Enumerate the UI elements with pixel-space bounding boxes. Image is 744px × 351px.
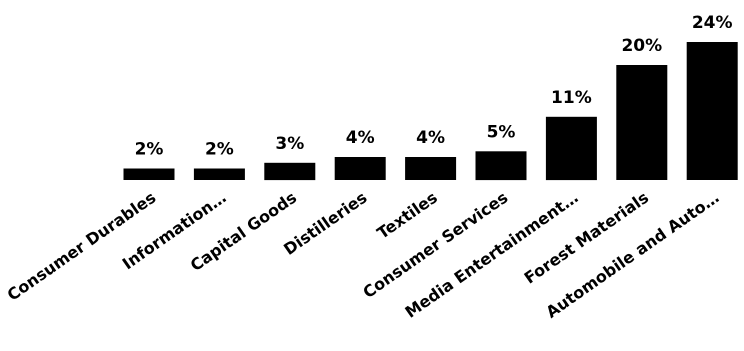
category-label-4: Textiles bbox=[374, 188, 441, 243]
data-label-4: 4% bbox=[416, 128, 445, 148]
data-label-5: 5% bbox=[487, 122, 516, 142]
data-label-7: 20% bbox=[621, 36, 662, 56]
bar-8 bbox=[686, 42, 738, 180]
data-label-6: 11% bbox=[551, 88, 592, 108]
bar-6 bbox=[545, 116, 597, 181]
bar-2 bbox=[264, 162, 316, 181]
bar-3 bbox=[334, 157, 386, 180]
bar-1 bbox=[193, 168, 245, 180]
data-label-1: 2% bbox=[205, 140, 234, 160]
bar-7 bbox=[616, 65, 668, 180]
data-label-8: 24% bbox=[692, 13, 733, 33]
bar-5 bbox=[475, 151, 527, 181]
data-label-2: 3% bbox=[275, 134, 304, 154]
bar-4 bbox=[405, 157, 457, 180]
bar-0 bbox=[123, 168, 175, 180]
data-label-3: 4% bbox=[346, 128, 375, 148]
category-label-7: Forest Materials bbox=[521, 188, 652, 288]
data-label-0: 2% bbox=[135, 140, 164, 160]
